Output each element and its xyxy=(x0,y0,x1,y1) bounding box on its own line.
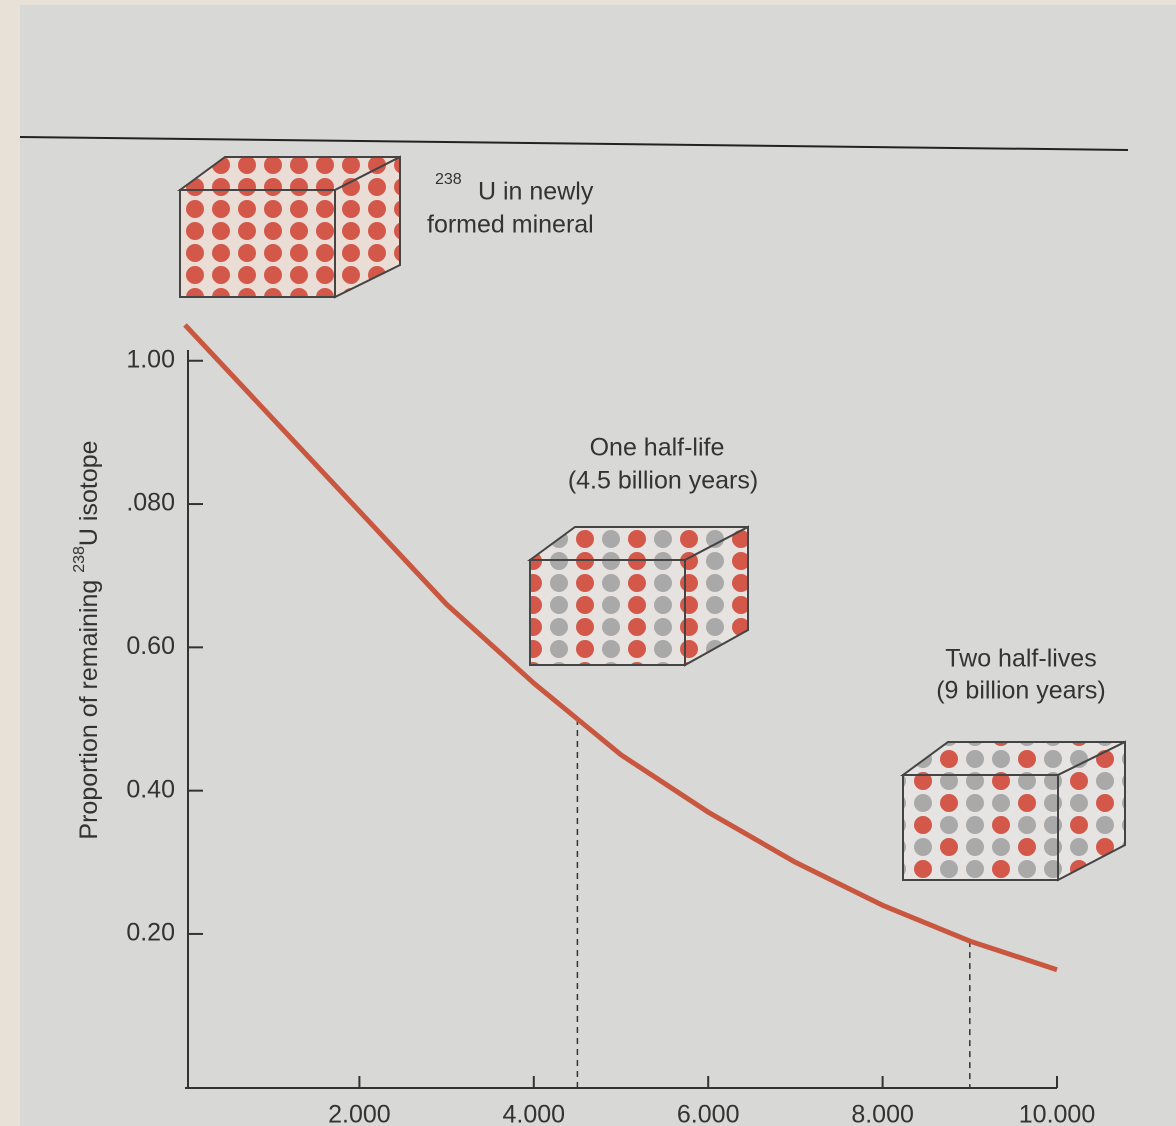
x-tick-label: 8.000 xyxy=(851,1101,914,1126)
annotation: U in newly xyxy=(478,178,594,206)
annotation-sup: 238 xyxy=(435,171,462,188)
annotation: One half-life xyxy=(590,434,725,462)
cube-half xyxy=(530,527,748,665)
y-tick-label: 0.60 xyxy=(126,632,175,660)
y-label-sup: 238 xyxy=(71,546,88,573)
x-tick-label: 2.000 xyxy=(328,1101,391,1126)
annotation: (9 billion years) xyxy=(936,677,1106,705)
cube-quarter xyxy=(903,742,1125,880)
y-tick-label: 1.00 xyxy=(126,345,175,373)
page: Proportion of remaining 238U isotope 238… xyxy=(0,0,1176,1126)
y-tick-label: 0.40 xyxy=(126,775,175,803)
y-label-b: U isotope xyxy=(75,440,103,546)
cube-initial xyxy=(180,157,400,297)
annotation: Two half-lives xyxy=(945,645,1096,673)
y-axis-label: Proportion of remaining 238U isotope xyxy=(71,440,102,839)
x-tick-label: 6.000 xyxy=(677,1101,740,1126)
y-label-a: Proportion of remaining xyxy=(75,573,103,840)
y-tick-label: .080 xyxy=(126,489,175,517)
annotation: formed mineral xyxy=(427,211,594,239)
y-tick-label: 0.20 xyxy=(126,919,175,947)
chart: Proportion of remaining 238U isotope 238… xyxy=(0,0,1176,1126)
x-tick-label: 10.000 xyxy=(1019,1101,1095,1126)
annotation: (4.5 billion years) xyxy=(568,467,758,495)
x-tick-label: 4.000 xyxy=(503,1101,566,1126)
